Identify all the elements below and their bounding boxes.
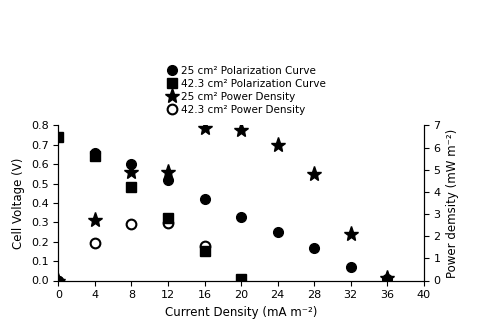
X-axis label: Current Density (mA m⁻²): Current Density (mA m⁻²) — [165, 306, 317, 319]
Legend: 25 cm² Polarization Curve, 42.3 cm² Polarization Curve, 25 cm² Power Density, 42: 25 cm² Polarization Curve, 42.3 cm² Pola… — [166, 64, 327, 117]
Y-axis label: Power demsity (mW m⁻²): Power demsity (mW m⁻²) — [446, 128, 459, 278]
Y-axis label: Cell Voltage (V): Cell Voltage (V) — [12, 157, 25, 248]
